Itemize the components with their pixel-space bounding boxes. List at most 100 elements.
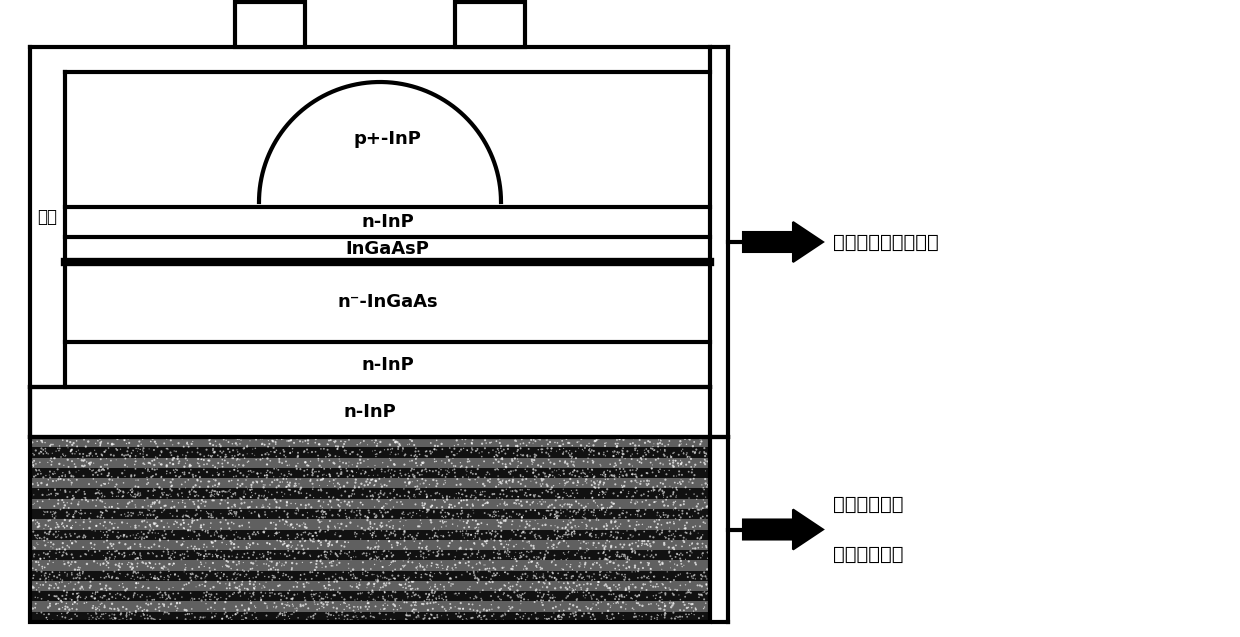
Point: [647, 579, 667, 589]
Point: [309, 439, 329, 449]
Point: [610, 592, 630, 602]
Point: [672, 562, 692, 572]
Point: [532, 474, 552, 484]
Point: [655, 611, 675, 621]
Point: [378, 533, 398, 543]
Point: [24, 490, 43, 500]
Point: [474, 611, 494, 621]
Point: [676, 592, 696, 602]
Point: [388, 449, 408, 459]
Point: [608, 547, 627, 557]
Point: [513, 543, 533, 554]
Point: [682, 511, 702, 521]
Point: [692, 436, 712, 447]
Point: [45, 591, 64, 601]
Point: [77, 592, 97, 602]
Point: [305, 599, 325, 610]
Point: [29, 522, 48, 532]
Point: [201, 583, 221, 594]
Point: [339, 461, 358, 471]
Point: [46, 507, 66, 517]
Point: [627, 506, 647, 516]
Point: [40, 552, 60, 562]
Point: [82, 550, 102, 561]
Point: [512, 589, 532, 599]
Point: [280, 521, 300, 531]
Point: [480, 511, 500, 521]
Point: [257, 610, 277, 620]
Point: [549, 537, 569, 547]
Point: [176, 483, 196, 493]
Point: [401, 456, 420, 466]
Point: [388, 472, 408, 482]
Point: [641, 567, 661, 577]
Point: [639, 447, 658, 457]
Point: [569, 535, 589, 545]
Point: [644, 532, 663, 542]
Point: [123, 484, 143, 494]
Point: [407, 600, 427, 610]
Point: [140, 611, 160, 621]
Point: [422, 558, 441, 568]
Point: [41, 507, 61, 517]
Point: [138, 610, 157, 620]
Point: [258, 492, 278, 503]
Point: [207, 545, 227, 555]
Point: [420, 598, 440, 608]
Point: [407, 562, 427, 573]
Point: [38, 596, 58, 606]
Point: [94, 517, 114, 527]
Point: [619, 487, 639, 497]
Point: [451, 513, 471, 523]
Point: [491, 612, 511, 622]
Point: [436, 595, 456, 605]
Point: [650, 592, 670, 603]
Point: [559, 469, 579, 479]
Point: [113, 491, 133, 501]
Point: [252, 552, 272, 562]
Point: [241, 485, 260, 495]
Point: [345, 527, 365, 538]
Point: [527, 615, 547, 625]
Point: [503, 448, 523, 459]
Point: [252, 595, 272, 605]
Point: [316, 536, 336, 546]
Point: [207, 487, 227, 497]
Point: [334, 481, 353, 491]
Point: [562, 440, 582, 450]
Point: [52, 597, 72, 607]
Point: [103, 491, 123, 501]
Point: [560, 474, 580, 484]
Point: [585, 614, 605, 624]
Point: [490, 499, 510, 509]
Point: [445, 560, 465, 570]
Point: [418, 546, 438, 556]
Point: [450, 462, 470, 472]
Point: [383, 592, 403, 602]
Point: [696, 571, 715, 582]
Point: [40, 580, 60, 590]
Point: [562, 529, 582, 539]
Point: [683, 573, 703, 583]
Point: [290, 464, 310, 474]
Point: [383, 556, 403, 566]
Point: [267, 560, 286, 570]
Point: [484, 616, 503, 626]
Point: [335, 537, 355, 547]
Point: [246, 608, 265, 618]
Point: [560, 468, 580, 478]
Point: [463, 435, 482, 445]
Point: [436, 517, 456, 527]
Point: [644, 552, 663, 562]
Point: [186, 574, 206, 584]
Point: [78, 608, 98, 619]
Point: [529, 531, 549, 541]
Point: [31, 554, 51, 564]
Point: [133, 606, 153, 616]
Point: [480, 510, 500, 520]
Point: [42, 457, 62, 467]
Point: [574, 510, 594, 520]
Point: [238, 538, 258, 548]
Point: [124, 471, 144, 481]
Point: [283, 609, 303, 619]
